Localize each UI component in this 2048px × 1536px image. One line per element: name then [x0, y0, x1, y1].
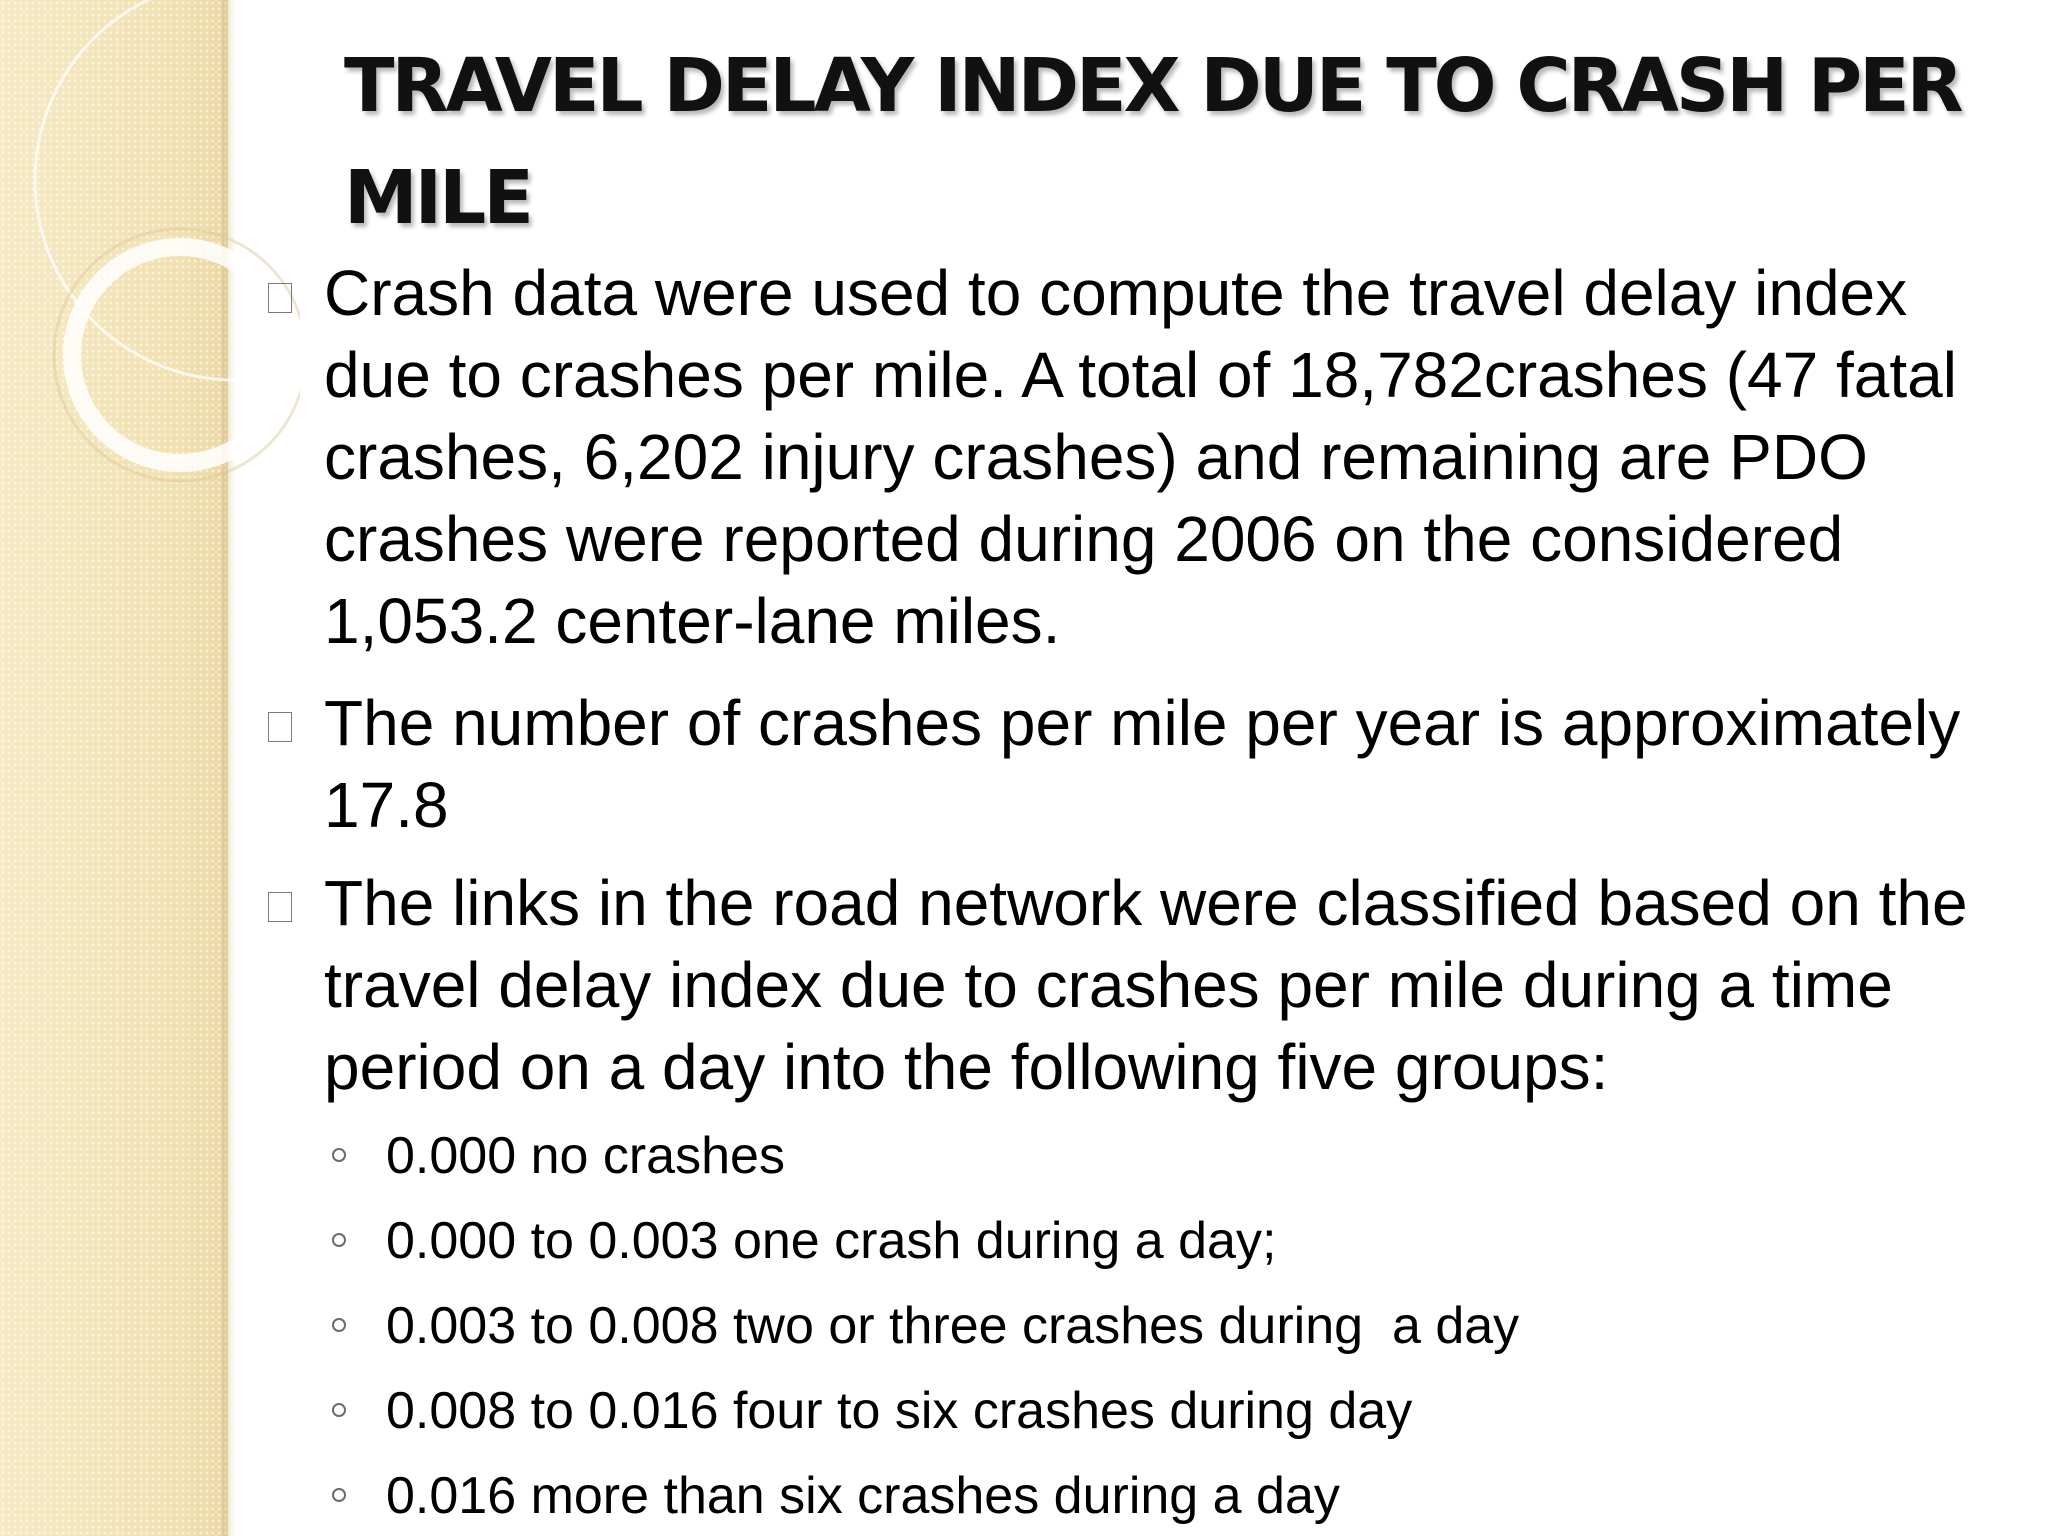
square-bullet-icon [268, 283, 292, 313]
sub-bullet-group-5: 0.016 more than six crashes during a day [386, 1467, 1340, 1525]
side-panel-edge [222, 0, 236, 1536]
bullet-crashes-per-mile: The number of crashes per mile per year … [324, 687, 1961, 841]
circle-bullet-icon [332, 1318, 346, 1332]
sub-bullet-group-2: 0.000 to 0.003 one crash during a day; [386, 1212, 1277, 1270]
circle-bullet-icon [332, 1488, 346, 1502]
slide-title: TRAVEL DELAY INDEX DUE TO CRASH PER MILE [344, 43, 1964, 241]
bullet-crash-data: Crash data were used to compute the trav… [324, 257, 1957, 657]
circle-bullet-icon [332, 1403, 346, 1417]
decorative-circles [33, 0, 300, 483]
square-bullet-icon [268, 712, 292, 742]
sub-bullet-group-4: 0.008 to 0.016 four to six crashes durin… [386, 1382, 1413, 1440]
sub-bullet-group-3: 0.003 to 0.008 two or three crashes duri… [386, 1297, 1520, 1355]
circle-bullet-icon [332, 1233, 346, 1247]
circle-bullet-icon [332, 1148, 346, 1162]
bullet-link-classification: The links in the road network were class… [324, 867, 1968, 1103]
square-bullet-icon [268, 892, 292, 922]
sub-bullet-group-1: 0.000 no crashes [386, 1127, 785, 1185]
